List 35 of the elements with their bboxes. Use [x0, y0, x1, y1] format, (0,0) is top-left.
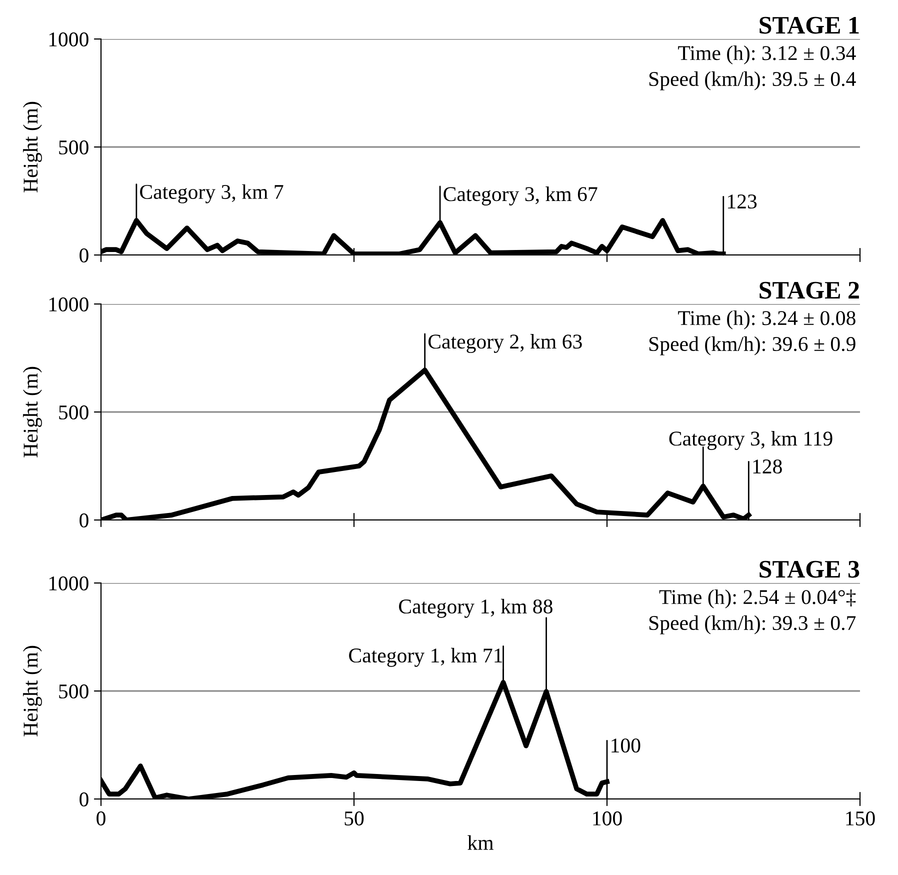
y-axis-title: Height (m) [23, 646, 42, 736]
x-tick-label: 150 [846, 811, 875, 826]
y-tick-label: 1000 [49, 297, 88, 312]
y-tick-label: 500 [59, 684, 88, 698]
annotation: 123 [728, 194, 757, 209]
y-tick-label: 500 [59, 405, 88, 420]
y-tick-label: 1000 [49, 32, 88, 46]
y-tick-label: 500 [59, 140, 88, 154]
y-tick-label: 0 [80, 513, 88, 528]
annotation: Category 2, km 63 [428, 334, 582, 353]
annotation: 100 [612, 738, 640, 753]
annotation: Time (h): 3.12 ± 0.34 [678, 45, 856, 64]
annotation: Category 1, km 71 [349, 648, 502, 667]
x-tick-label: 0 [96, 811, 106, 826]
annotation: Speed (km/h): 39.3 ± 0.7 [649, 615, 856, 634]
chart-title: STAGE 1 [760, 16, 859, 34]
y-axis-title: Height (m) [23, 366, 42, 458]
y-tick-label: 1000 [49, 576, 88, 590]
x-tick-label: 100 [593, 811, 622, 826]
annotation: Speed (km/h): 39.6 ± 0.9 [649, 336, 856, 356]
y-axis-title: Height (m) [23, 102, 42, 192]
annotation: Time (h): 2.54 ± 0.04°‡ [659, 589, 856, 608]
y-tick-label: 0 [80, 248, 88, 262]
x-tick-label: 50 [344, 811, 364, 826]
annotation: Category 3, km 119 [669, 431, 832, 450]
annotation: Category 3, km 67 [444, 186, 598, 206]
chart-title: STAGE 3 [760, 560, 860, 578]
x-axis-title: km [468, 835, 494, 850]
chart-title: STAGE 2 [760, 282, 859, 299]
annotation: Speed (km/h): 39.5 ± 0.4 [649, 71, 856, 90]
annotation: Category 1, km 88 [399, 598, 552, 618]
annotation: Category 3, km 7 [140, 184, 284, 204]
annotation: 128 [753, 459, 782, 474]
annotation: Time (h): 3.24 ± 0.08 [678, 310, 856, 330]
y-tick-label: 0 [80, 792, 88, 806]
